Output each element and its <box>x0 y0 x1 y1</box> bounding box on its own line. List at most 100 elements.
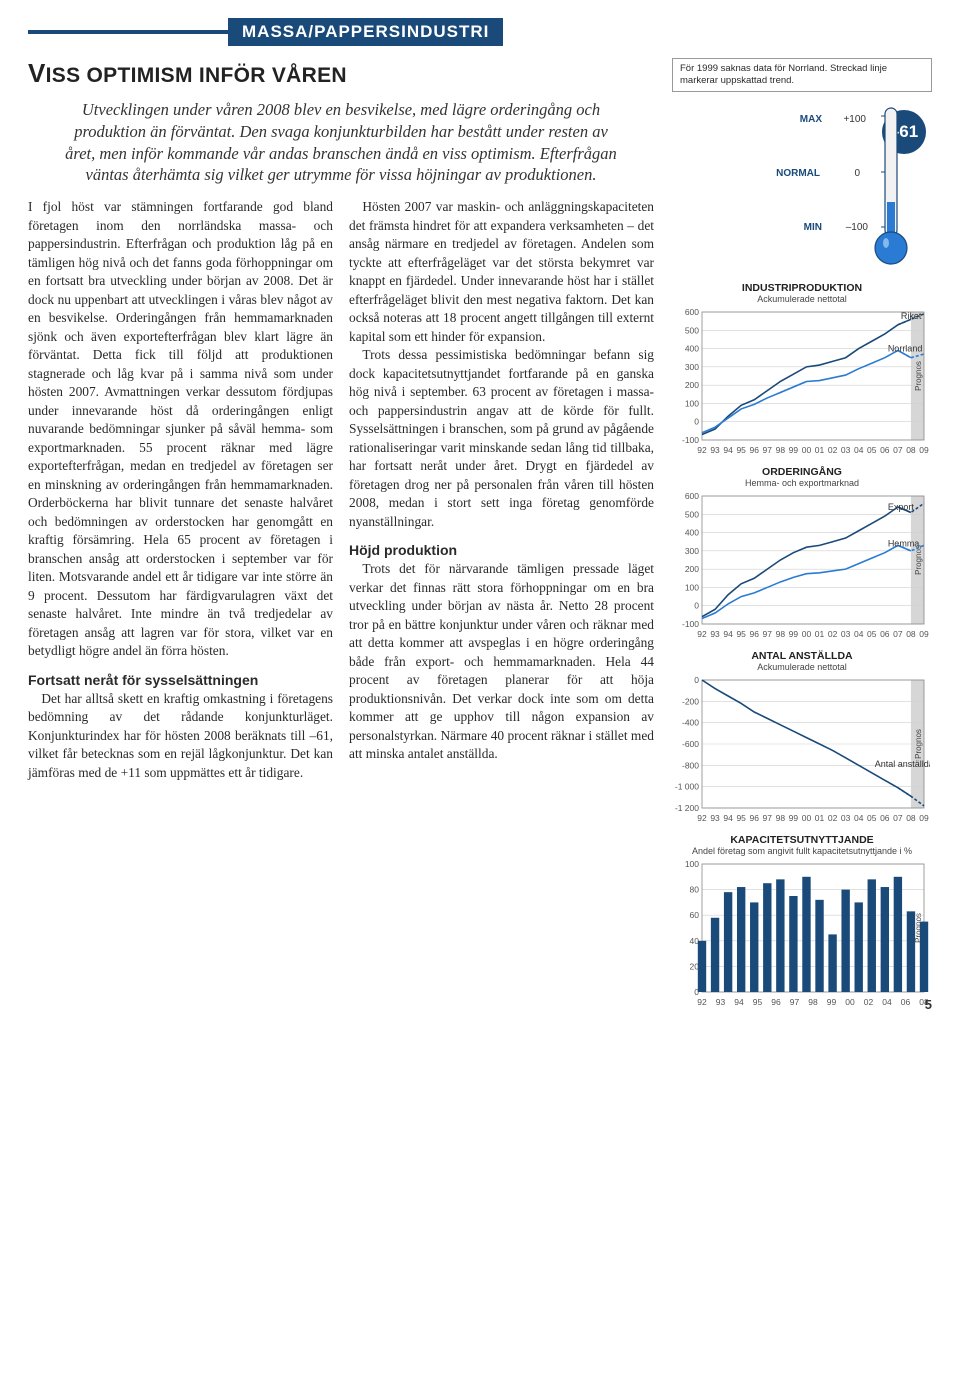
sidebar: För 1999 saknas data för Norrland. Strec… <box>672 58 932 1008</box>
headline-rest: ISS OPTIMISM INFÖR VÅREN <box>46 64 347 87</box>
svg-text:94: 94 <box>723 629 733 639</box>
body-p2: Det har alltså skett en kraftig omkastni… <box>28 690 333 783</box>
svg-text:100: 100 <box>685 859 699 869</box>
svg-text:100: 100 <box>685 398 699 408</box>
svg-text:Norrland: Norrland <box>888 343 923 353</box>
svg-text:03: 03 <box>841 445 851 455</box>
svg-text:06: 06 <box>880 629 890 639</box>
svg-text:95: 95 <box>736 813 746 823</box>
svg-text:Hemma: Hemma <box>888 538 920 548</box>
category-bar: MASSA/PAPPERSINDUSTRI <box>28 20 932 44</box>
svg-text:01: 01 <box>815 813 825 823</box>
svg-text:08: 08 <box>906 445 916 455</box>
body-text: I fjol höst var stämningen fortfarande g… <box>28 198 654 782</box>
svg-text:04: 04 <box>854 445 864 455</box>
svg-text:98: 98 <box>776 813 786 823</box>
thermo-norm-label: NORMAL <box>776 168 820 179</box>
svg-text:0: 0 <box>694 416 699 426</box>
chart1-sub: Ackumulerade nettotal <box>672 294 932 304</box>
svg-text:05: 05 <box>867 445 877 455</box>
svg-text:97: 97 <box>763 813 773 823</box>
chart-orderingang: ORDERINGÅNG Hemma- och exportmarknad Pro… <box>672 466 932 640</box>
svg-text:00: 00 <box>845 997 855 1007</box>
svg-text:92: 92 <box>697 997 707 1007</box>
svg-text:60: 60 <box>690 910 700 920</box>
svg-text:96: 96 <box>750 445 760 455</box>
svg-text:00: 00 <box>802 629 812 639</box>
svg-text:00: 00 <box>802 445 812 455</box>
svg-text:300: 300 <box>685 362 699 372</box>
svg-text:96: 96 <box>771 997 781 1007</box>
svg-text:00: 00 <box>802 813 812 823</box>
body-p1: I fjol höst var stämningen fortfarande g… <box>28 198 333 661</box>
svg-text:99: 99 <box>827 997 837 1007</box>
svg-text:09: 09 <box>919 629 929 639</box>
svg-text:06: 06 <box>880 445 890 455</box>
svg-text:200: 200 <box>685 380 699 390</box>
svg-text:93: 93 <box>710 813 720 823</box>
chart4-title: KAPACITETSUTNYTTJANDE <box>672 834 932 846</box>
svg-text:96: 96 <box>750 813 760 823</box>
svg-text:94: 94 <box>734 997 744 1007</box>
svg-text:02: 02 <box>828 813 838 823</box>
article-column: VISS OPTIMISM INFÖR VÅREN Utvecklingen u… <box>28 58 654 1008</box>
svg-text:02: 02 <box>828 629 838 639</box>
thermometer-icon <box>868 102 914 270</box>
svg-text:03: 03 <box>841 813 851 823</box>
svg-text:98: 98 <box>808 997 818 1007</box>
chart3-title: ANTAL ANSTÄLLDA <box>672 650 932 662</box>
thermo-min-val: –100 <box>846 222 868 233</box>
svg-text:93: 93 <box>710 629 720 639</box>
svg-text:97: 97 <box>763 445 773 455</box>
svg-text:40: 40 <box>690 936 700 946</box>
svg-text:0: 0 <box>694 600 699 610</box>
svg-text:-200: -200 <box>682 696 699 706</box>
svg-text:09: 09 <box>919 813 929 823</box>
svg-text:01: 01 <box>815 445 825 455</box>
svg-text:-400: -400 <box>682 717 699 727</box>
svg-text:Prognos: Prognos <box>914 545 923 575</box>
chart4-sub: Andel företag som angivit fullt kapacite… <box>672 846 932 856</box>
svg-text:20: 20 <box>690 961 700 971</box>
svg-text:-1 200: -1 200 <box>675 803 699 813</box>
headline: VISS OPTIMISM INFÖR VÅREN <box>28 58 654 89</box>
svg-text:Prognos: Prognos <box>914 361 923 391</box>
chart-industriproduktion: INDUSTRIPRODUKTION Ackumulerade nettotal… <box>672 282 932 456</box>
svg-text:93: 93 <box>710 445 720 455</box>
body-p5: Trots det för närvarande tämligen pressa… <box>349 560 654 764</box>
svg-text:94: 94 <box>723 813 733 823</box>
svg-text:95: 95 <box>753 997 763 1007</box>
svg-text:97: 97 <box>790 997 800 1007</box>
svg-text:06: 06 <box>880 813 890 823</box>
svg-text:400: 400 <box>685 527 699 537</box>
chart2-title: ORDERINGÅNG <box>672 466 932 478</box>
svg-text:-100: -100 <box>682 619 699 629</box>
svg-text:Export: Export <box>888 502 915 512</box>
thermometer: MAX +100 NORMAL 0 MIN –100 –61 <box>672 102 932 272</box>
thermo-max-label: MAX <box>800 114 822 125</box>
svg-text:80: 80 <box>690 884 700 894</box>
thermo-min-label: MIN <box>804 222 822 233</box>
svg-text:04: 04 <box>882 997 892 1007</box>
svg-text:07: 07 <box>893 445 903 455</box>
svg-text:97: 97 <box>763 629 773 639</box>
svg-text:09: 09 <box>919 445 929 455</box>
page-number: 5 <box>925 997 932 1012</box>
svg-text:02: 02 <box>864 997 874 1007</box>
svg-text:08: 08 <box>906 813 916 823</box>
chart1-title: INDUSTRIPRODUKTION <box>672 282 932 294</box>
svg-text:99: 99 <box>789 629 799 639</box>
chart-anstallda: ANTAL ANSTÄLLDA Ackumulerade nettotal Pr… <box>672 650 932 824</box>
svg-text:300: 300 <box>685 546 699 556</box>
svg-text:500: 500 <box>685 509 699 519</box>
svg-text:93: 93 <box>716 997 726 1007</box>
svg-text:94: 94 <box>723 445 733 455</box>
svg-text:01: 01 <box>815 629 825 639</box>
svg-text:06: 06 <box>901 997 911 1007</box>
svg-text:600: 600 <box>685 491 699 501</box>
chart-kapacitet: KAPACITETSUTNYTTJANDE Andel företag som … <box>672 834 932 1008</box>
chart3-sub: Ackumulerade nettotal <box>672 662 932 672</box>
svg-text:92: 92 <box>697 813 707 823</box>
thermo-max-val: +100 <box>843 114 866 125</box>
svg-text:03: 03 <box>841 629 851 639</box>
